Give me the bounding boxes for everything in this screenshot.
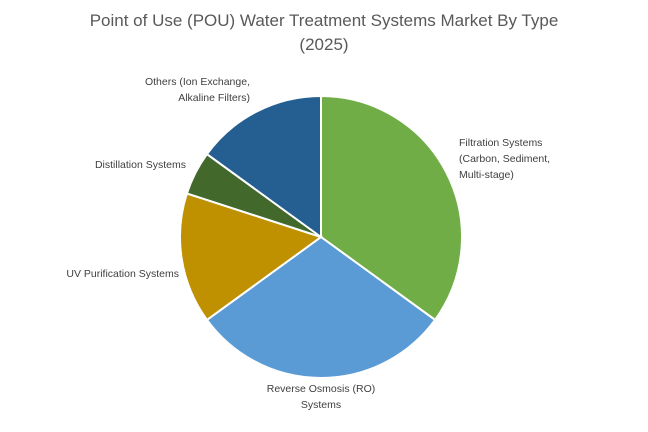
slice-label-1: Filtration Systems (Carbon, Sediment, Mult… [459,137,550,181]
pie-slice-1 [320,94,463,322]
slice-label-4: Distillation Systems [95,159,186,171]
slice-label-3-line-1: UV Purification Systems [66,268,179,280]
slice-label-2-line-2: Systems [301,399,341,411]
chart-title: Point of Use (POU) Water Treatment Syste… [0,9,648,57]
chart-title-line-1: Point of Use (POU) Water Treatment Syste… [89,11,559,30]
slice-label-5-line-2: Alkaline Filters) [178,92,250,104]
slice-label-5-line-1: Others (Ion Exchange, [145,76,250,88]
slice-label-2-line-1: Reverse Osmosis (RO) [267,383,376,395]
slice-label-3: UV Purification Systems [66,268,179,280]
pie-slice-2 [205,235,437,379]
pie-slice-3 [179,192,324,322]
slice-label-1-line-3: Multi-stage) [459,169,514,181]
slice-label-1-line-2: (Carbon, Sediment, [459,153,550,165]
chart-title-line-2: (2025) [299,35,349,54]
slice-label-1-line-1: Filtration Systems [459,137,542,149]
slice-label-5: Others (Ion Exchange, Alkaline Filters) [145,76,250,104]
slice-label-2: Reverse Osmosis (RO) Systems [267,383,376,411]
pie-slice-5 [205,94,322,239]
slice-label-4-line-1: Distillation Systems [95,159,186,171]
